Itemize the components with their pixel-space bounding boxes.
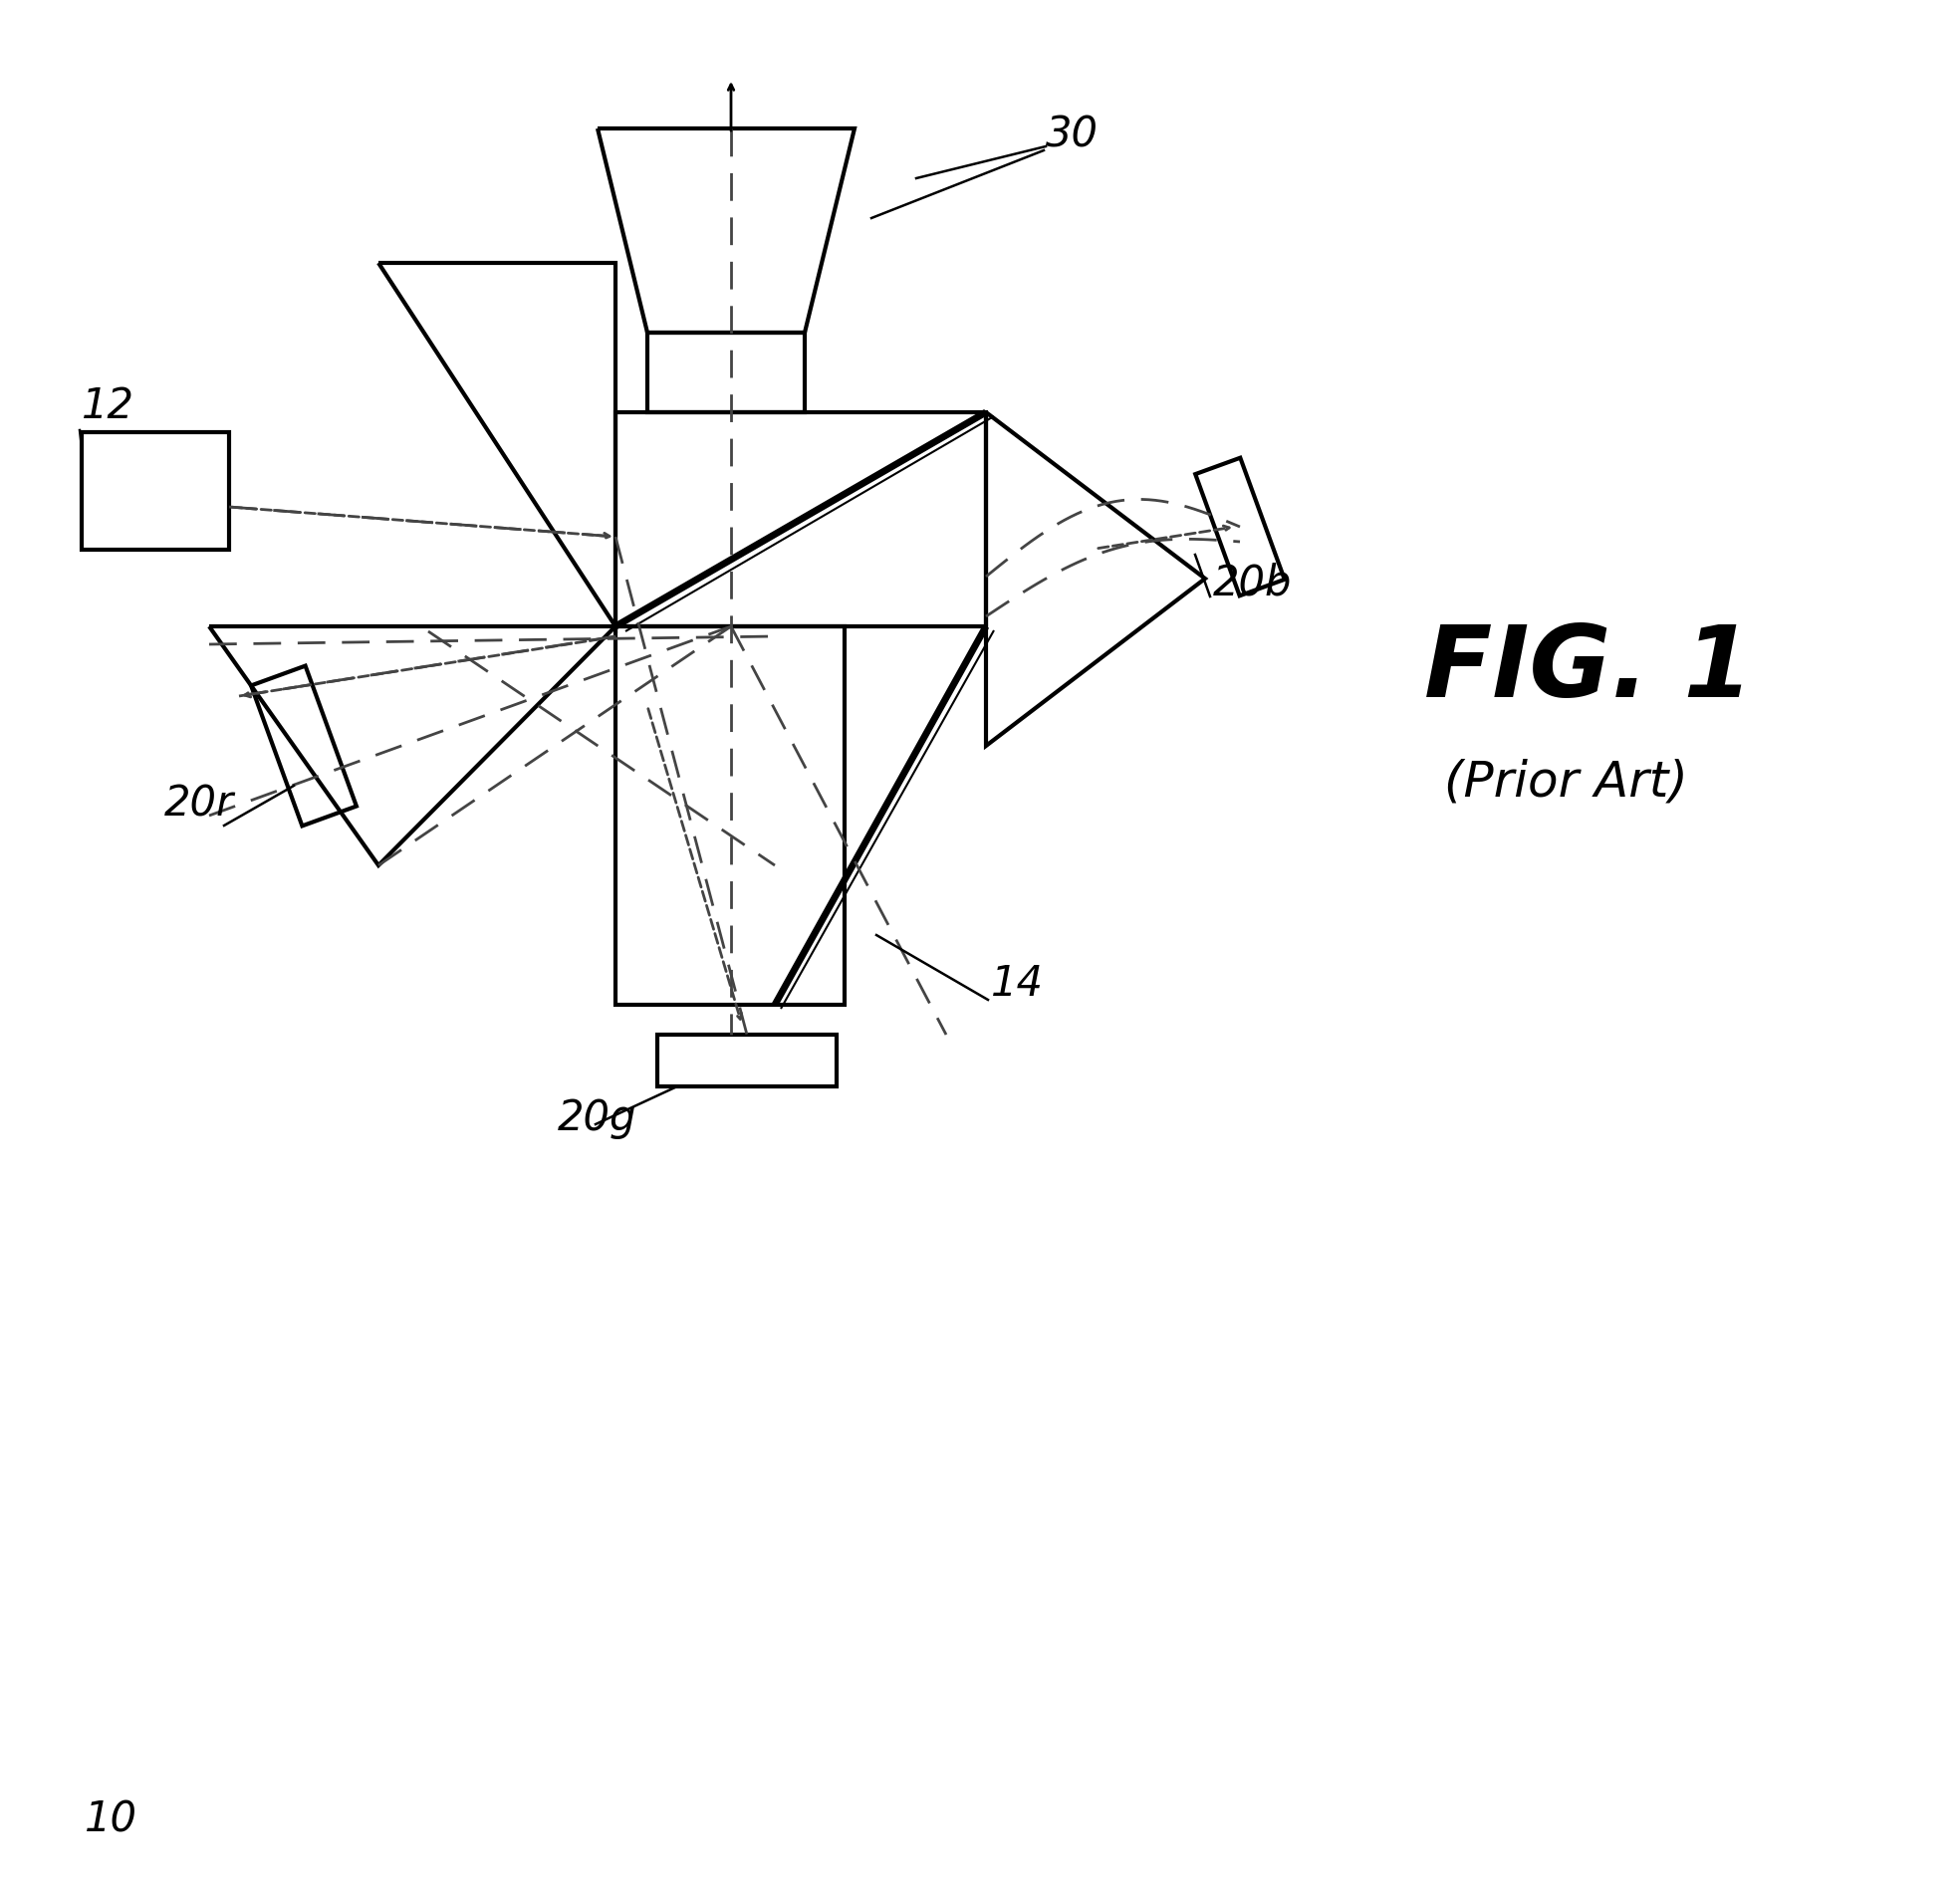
Text: FIG. 1: FIG. 1 (1425, 621, 1752, 718)
Text: 20g: 20g (559, 1098, 637, 1139)
Bar (1196, 458, 1284, 596)
Text: 12: 12 (82, 385, 135, 427)
Text: 14: 14 (992, 963, 1045, 1005)
Bar (657, 1035, 837, 1086)
Bar (615, 627, 845, 1005)
Text: (Prior Art): (Prior Art) (1445, 758, 1688, 807)
Text: 10: 10 (84, 1798, 137, 1840)
Bar (615, 414, 986, 627)
Text: 20b: 20b (1213, 562, 1292, 604)
Bar (82, 433, 229, 551)
Bar (647, 334, 806, 414)
Text: 30: 30 (1047, 114, 1098, 156)
Text: 20r: 20r (165, 782, 233, 824)
Bar (251, 667, 357, 826)
